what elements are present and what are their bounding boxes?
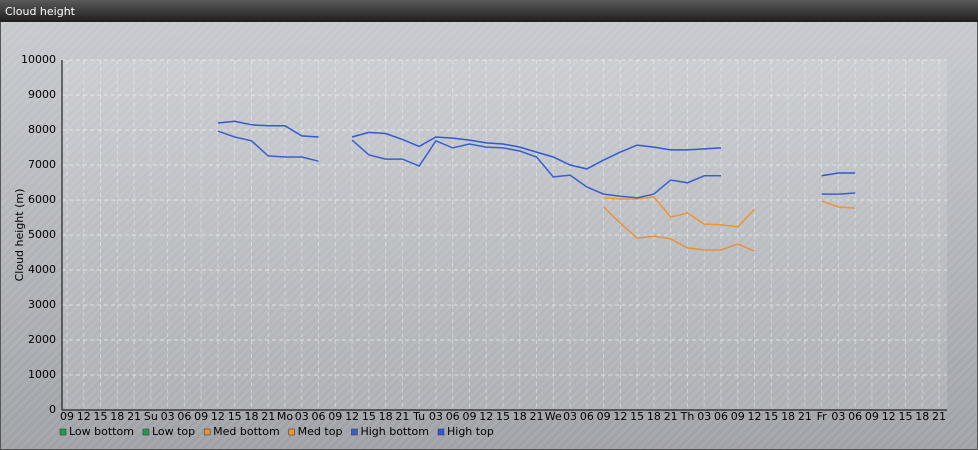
x-tick-label: 03 [429, 410, 443, 423]
x-tick-label: 06 [714, 410, 728, 423]
y-tick-label: 7000 [28, 158, 56, 171]
x-tick-label: 21 [664, 410, 678, 423]
x-tick-label: 18 [915, 410, 929, 423]
x-tick-label: 03 [831, 410, 845, 423]
legend-marker [59, 428, 67, 436]
x-tick-label: 21 [127, 410, 141, 423]
x-tick-label: 18 [513, 410, 527, 423]
x-tick-label: Mo [277, 410, 293, 423]
x-tick-label: 09 [865, 410, 879, 423]
y-tick-label: 1000 [28, 368, 56, 381]
x-tick-label: 06 [446, 410, 460, 423]
series-line [603, 206, 755, 252]
x-tick-label: 15 [898, 410, 912, 423]
x-tick-label: Th [680, 410, 695, 423]
legend-label: High top [447, 425, 494, 438]
x-tick-label: 18 [244, 410, 258, 423]
x-tick-label: 12 [479, 410, 493, 423]
x-tick-label: 09 [731, 410, 745, 423]
x-tick-label: 12 [345, 410, 359, 423]
x-tick-label: 06 [580, 410, 594, 423]
x-tick-label: 03 [295, 410, 309, 423]
x-tick-label: 18 [781, 410, 795, 423]
legend-marker [351, 428, 358, 436]
legend-marker [142, 428, 150, 436]
x-tick-label: 15 [362, 410, 376, 423]
x-tick-label: 21 [530, 410, 544, 423]
x-tick-label: 12 [613, 410, 627, 423]
x-tick-label: Fr [817, 410, 828, 423]
legend-marker [288, 428, 295, 436]
y-tick-label: 10000 [21, 53, 56, 66]
x-tick-label: 18 [379, 410, 393, 423]
x-tick-label: 12 [882, 410, 896, 423]
x-tick-label: 09 [194, 410, 208, 423]
legend-label: Low top [152, 425, 195, 438]
title-bar [0, 0, 978, 22]
legend-label: Med top [298, 425, 343, 438]
x-tick-label: 21 [395, 410, 409, 423]
x-tick-label: 09 [462, 410, 476, 423]
y-tick-label: 6000 [28, 193, 56, 206]
y-tick-label: 5000 [28, 228, 56, 241]
x-tick-label: 15 [496, 410, 510, 423]
x-tick-label: 06 [312, 410, 326, 423]
x-tick-label: 06 [848, 410, 862, 423]
x-tick-label: 21 [932, 410, 946, 423]
x-tick-label: Tu [412, 410, 425, 423]
x-tick-label: 06 [177, 410, 191, 423]
x-tick-label: Su [144, 410, 158, 423]
x-tick-label: 03 [697, 410, 711, 423]
y-axis-label: Cloud height (m) [13, 189, 26, 282]
x-tick-label: 03 [563, 410, 577, 423]
y-tick-label: 8000 [28, 123, 56, 136]
legend-label: Med bottom [213, 425, 280, 438]
x-tick-label: 21 [261, 410, 275, 423]
x-tick-label: 12 [748, 410, 762, 423]
x-tick-label: 03 [161, 410, 175, 423]
x-tick-label: 09 [60, 410, 74, 423]
y-tick-label: 9000 [28, 88, 56, 101]
legend-label: Low bottom [69, 425, 134, 438]
x-tick-label: 09 [597, 410, 611, 423]
chart-title: Cloud height [5, 5, 76, 18]
legend-marker [437, 428, 445, 436]
x-tick-label: 09 [328, 410, 342, 423]
x-tick-label: 15 [630, 410, 644, 423]
x-tick-label: 15 [764, 410, 778, 423]
legend-marker [203, 428, 211, 436]
y-tick-label: 0 [49, 403, 56, 416]
series-line [217, 130, 856, 199]
legend-label: High bottom [360, 425, 429, 438]
x-tick-label: 18 [110, 410, 124, 423]
x-tick-label: 15 [94, 410, 108, 423]
y-tick-label: 4000 [28, 263, 56, 276]
series-line [217, 120, 856, 177]
x-tick-label: 18 [647, 410, 661, 423]
x-tick-label: 12 [211, 410, 225, 423]
x-tick-label: We [545, 410, 562, 423]
x-tick-label: 21 [798, 410, 812, 423]
x-tick-label: 15 [228, 410, 242, 423]
x-tick-label: 12 [77, 410, 91, 423]
y-tick-label: 3000 [28, 298, 56, 311]
series-line [603, 196, 856, 228]
y-tick-label: 2000 [28, 333, 56, 346]
